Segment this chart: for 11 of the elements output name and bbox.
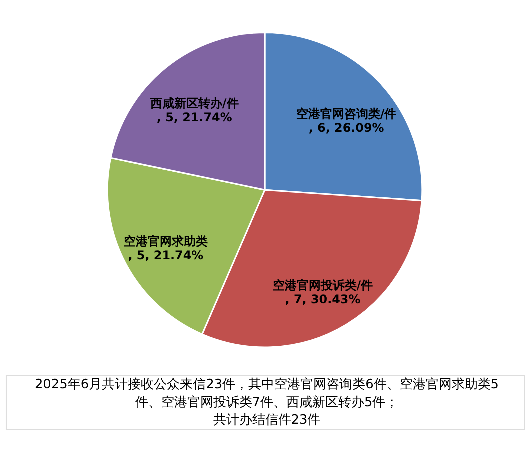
data-label: , 7, 30.43%	[285, 292, 361, 306]
data-label: , 5, 21.74%	[156, 110, 232, 124]
slice-label: 空港官网投诉类/件	[272, 278, 374, 292]
slice-label: 西咸新区转办/件	[149, 96, 239, 111]
text: 2025年6月共计接收公众来信23件，其中空港官网咨询类6件、空港官网求助类5	[34, 376, 500, 392]
slice-label: 空港官网求助类	[124, 234, 208, 248]
text: 件、空港官网投诉类7件、西咸新区转办5件；	[135, 394, 399, 410]
text: 共计办结信件23件	[213, 413, 321, 428]
data-label: , 5, 21.74%	[128, 248, 204, 262]
slice-label: 空港官网咨询类/件	[296, 106, 397, 121]
data-label: , 6, 26.09%	[308, 120, 384, 135]
